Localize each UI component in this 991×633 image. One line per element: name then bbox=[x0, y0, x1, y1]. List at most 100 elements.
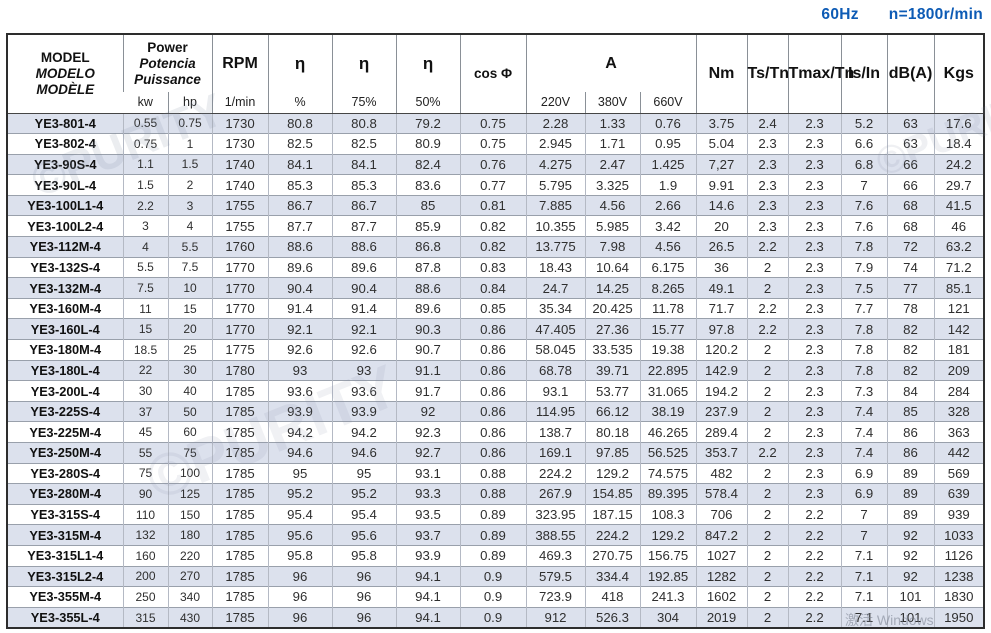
rpm-cell: 1770 bbox=[211, 318, 269, 340]
header-power-fr: Puissance bbox=[134, 71, 201, 87]
a-660v-cell: 1.9 bbox=[639, 174, 697, 196]
kw-cell: 132 bbox=[122, 524, 168, 546]
rpm-cell: 1785 bbox=[211, 421, 269, 443]
is-in-cell: 7 bbox=[840, 524, 888, 546]
is-in-cell: 7.8 bbox=[840, 339, 888, 361]
nm-cell: 5.04 bbox=[695, 133, 748, 155]
a-660v-cell: 46.265 bbox=[639, 421, 697, 443]
dba-cell: 68 bbox=[886, 215, 935, 237]
hp-cell: 75 bbox=[167, 442, 213, 464]
is-in-cell: 6.8 bbox=[840, 153, 888, 175]
cos-phi-cell: 0.86 bbox=[459, 380, 527, 402]
header-power-es: Potencia bbox=[139, 55, 196, 71]
kgs-cell: 142 bbox=[933, 318, 985, 340]
eta-50-cell: 90.7 bbox=[395, 339, 461, 361]
dba-cell: 101 bbox=[886, 606, 935, 629]
table-row: YE3-355M-4 250 340 1785 96 96 94.1 0.9 7… bbox=[7, 586, 985, 608]
nm-cell: 97.8 bbox=[695, 318, 748, 340]
a-220v-cell: 5.795 bbox=[525, 174, 586, 196]
nm-cell: 120.2 bbox=[695, 339, 748, 361]
eta-75-cell: 86.7 bbox=[331, 194, 397, 216]
eta-75-cell: 95.4 bbox=[331, 503, 397, 525]
rpm-cell: 1785 bbox=[211, 586, 269, 608]
a-380v-cell: 154.85 bbox=[584, 483, 641, 505]
kgs-cell: 1238 bbox=[933, 565, 985, 587]
hp-cell: 7.5 bbox=[167, 256, 213, 278]
model-cell: YE3-180L-4 bbox=[7, 359, 123, 381]
kw-cell: 22 bbox=[122, 359, 168, 381]
model-cell: YE3-801-4 bbox=[7, 113, 123, 134]
a-380v-cell: 66.12 bbox=[584, 400, 641, 422]
a-220v-cell: 267.9 bbox=[525, 483, 586, 505]
ts-tn-cell: 2 bbox=[746, 565, 789, 587]
table-row: YE3-132S-4 5.5 7.5 1770 89.6 89.6 87.8 0… bbox=[7, 256, 985, 278]
eta-100-cell: 92.6 bbox=[267, 339, 333, 361]
model-cell: YE3-90L-4 bbox=[7, 174, 123, 196]
a-220v-cell: 35.34 bbox=[525, 297, 586, 319]
ts-tn-cell: 2 bbox=[746, 586, 789, 608]
eta-100-cell: 82.5 bbox=[267, 133, 333, 155]
is-in-cell: 7.1 bbox=[840, 544, 888, 567]
cos-phi-cell: 0.82 bbox=[459, 236, 527, 258]
cos-phi-cell: 0.77 bbox=[459, 174, 527, 196]
a-660v-cell: 8.265 bbox=[639, 277, 697, 299]
a-660v-cell: 192.85 bbox=[639, 565, 697, 587]
ts-tn-cell: 2.2 bbox=[746, 236, 789, 258]
a-220v-cell: 7.885 bbox=[525, 194, 586, 216]
rpm-cell: 1760 bbox=[211, 236, 269, 258]
tmax-tn-cell: 2.2 bbox=[787, 565, 842, 587]
a-220v-cell: 47.405 bbox=[525, 318, 586, 340]
a-660v-cell: 304 bbox=[639, 606, 697, 629]
rpm-cell: 1730 bbox=[211, 113, 269, 134]
kw-cell: 3 bbox=[122, 215, 168, 237]
eta-75-cell: 80.8 bbox=[331, 113, 397, 134]
is-in-cell: 7.7 bbox=[840, 297, 888, 319]
ts-tn-cell: 2 bbox=[746, 503, 789, 525]
kgs-cell: 1126 bbox=[933, 544, 985, 567]
header-unit-hp: hp bbox=[167, 92, 213, 114]
eta-50-cell: 93.9 bbox=[395, 544, 461, 567]
tmax-tn-cell: 2.3 bbox=[787, 133, 842, 155]
ts-tn-cell: 2.2 bbox=[746, 297, 789, 319]
is-in-cell: 6.9 bbox=[840, 462, 888, 484]
eta-100-cell: 84.1 bbox=[267, 153, 333, 175]
a-380v-cell: 10.64 bbox=[584, 256, 641, 278]
eta-100-cell: 93.6 bbox=[267, 380, 333, 402]
eta-50-cell: 85.9 bbox=[395, 215, 461, 237]
eta-100-cell: 85.3 bbox=[267, 174, 333, 196]
table-row: YE3-200L-4 30 40 1785 93.6 93.6 91.7 0.8… bbox=[7, 380, 985, 402]
header-ts-tn: Ts/Tn bbox=[746, 34, 789, 114]
tmax-tn-cell: 2.3 bbox=[787, 359, 842, 381]
cos-phi-cell: 0.85 bbox=[459, 297, 527, 319]
nm-cell: 578.4 bbox=[695, 483, 748, 505]
kgs-cell: 1830 bbox=[933, 586, 985, 608]
kw-cell: 30 bbox=[122, 380, 168, 402]
kgs-cell: 284 bbox=[933, 380, 985, 402]
model-cell: YE3-100L2-4 bbox=[7, 215, 123, 237]
table-row: YE3-315L1-4 160 220 1785 95.8 95.8 93.9 … bbox=[7, 544, 985, 567]
table-row: YE3-315S-4 110 150 1785 95.4 95.4 93.5 0… bbox=[7, 503, 985, 525]
dba-cell: 92 bbox=[886, 565, 935, 587]
a-660v-cell: 0.76 bbox=[639, 113, 697, 134]
header-model-en: MODEL bbox=[40, 49, 90, 65]
kgs-cell: 121 bbox=[933, 297, 985, 319]
cos-phi-cell: 0.86 bbox=[459, 339, 527, 361]
hp-cell: 2 bbox=[167, 174, 213, 196]
nm-cell: 71.7 bbox=[695, 297, 748, 319]
a-380v-cell: 7.98 bbox=[584, 236, 641, 258]
cos-phi-cell: 0.81 bbox=[459, 194, 527, 216]
cos-phi-cell: 0.86 bbox=[459, 442, 527, 464]
eta-75-cell: 93.6 bbox=[331, 380, 397, 402]
hp-cell: 10 bbox=[167, 277, 213, 299]
a-380v-cell: 80.18 bbox=[584, 421, 641, 443]
header-model: MODEL MODELO MODÈLE bbox=[7, 34, 123, 114]
table-row: YE3-180L-4 22 30 1780 93 93 91.1 0.86 68… bbox=[7, 359, 985, 381]
eta-100-cell: 96 bbox=[267, 565, 333, 587]
a-380v-cell: 5.985 bbox=[584, 215, 641, 237]
kgs-cell: 328 bbox=[933, 400, 985, 422]
a-380v-cell: 53.77 bbox=[584, 380, 641, 402]
a-380v-cell: 1.33 bbox=[584, 113, 641, 134]
ts-tn-cell: 2 bbox=[746, 339, 789, 361]
nm-cell: 237.9 bbox=[695, 400, 748, 422]
